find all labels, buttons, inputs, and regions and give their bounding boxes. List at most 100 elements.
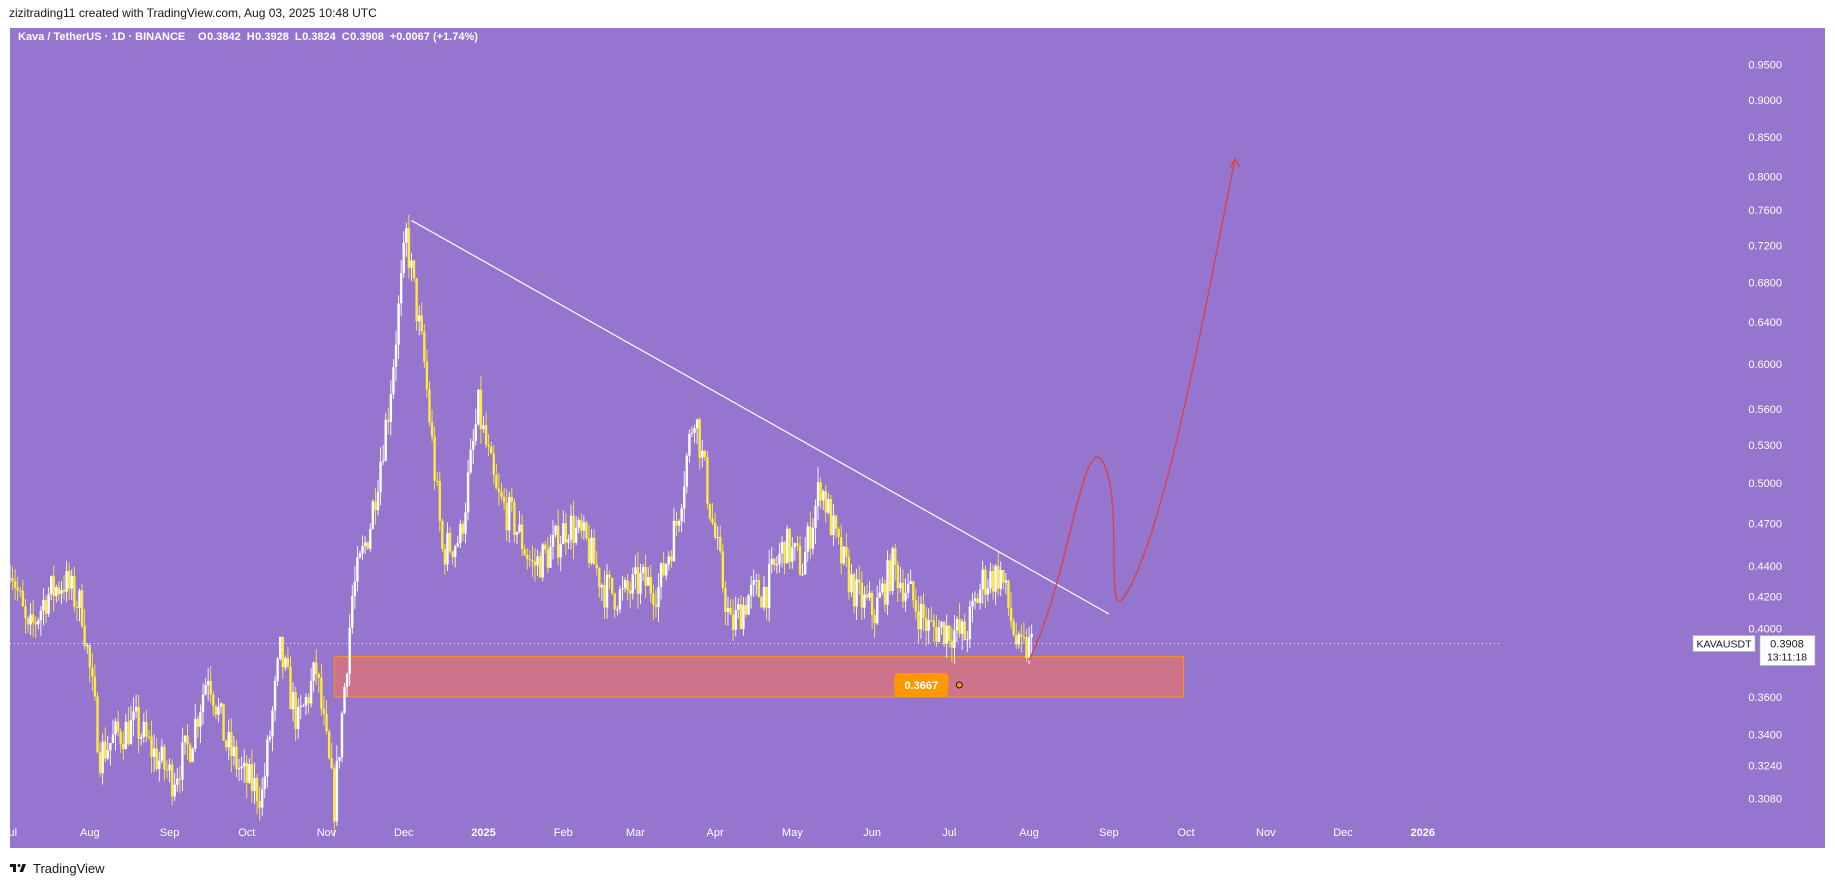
price-tick-label: 0.3600 — [1748, 692, 1782, 704]
candle — [819, 477, 822, 509]
candle — [428, 381, 431, 427]
candle — [649, 564, 652, 603]
candle-body — [508, 496, 511, 531]
time-tick-label: Sep — [160, 827, 180, 839]
candle-body — [940, 621, 943, 628]
candle-body — [441, 520, 444, 549]
candle — [737, 598, 740, 619]
candle — [721, 543, 725, 593]
time-tick-label: Apr — [707, 827, 724, 839]
candle — [580, 513, 583, 539]
legend-close-label: C — [342, 31, 350, 43]
candle — [279, 636, 282, 661]
candle-body — [152, 748, 156, 757]
candle-body — [397, 303, 400, 345]
candle-body — [500, 491, 503, 497]
candle-body — [752, 580, 755, 585]
candle — [214, 704, 218, 720]
candle — [353, 566, 357, 609]
candle — [235, 740, 238, 778]
candle-body — [443, 548, 447, 565]
candle-body — [883, 583, 887, 605]
candle-body — [34, 622, 37, 625]
time-tick-label: 2026 — [1411, 827, 1435, 839]
candle-body — [384, 419, 387, 461]
candle — [160, 738, 164, 764]
candle-body — [140, 737, 143, 739]
candle — [906, 573, 910, 599]
price-tick-label: 0.6800 — [1748, 278, 1782, 290]
candle — [538, 551, 542, 578]
candle-body — [842, 546, 845, 564]
candle-body — [780, 541, 784, 554]
candle — [26, 616, 30, 633]
candle — [564, 513, 568, 555]
candle — [417, 305, 421, 336]
candle-body — [546, 549, 550, 568]
candle — [204, 678, 207, 696]
tradingview-footer[interactable]: TradingView — [9, 859, 105, 877]
candle — [955, 616, 959, 643]
candle — [250, 749, 254, 803]
time-tick-label: Dec — [394, 827, 414, 839]
candle — [47, 587, 50, 617]
candle-body — [688, 433, 691, 456]
candle-body — [791, 546, 794, 562]
candle-body — [415, 278, 418, 322]
candle-body — [955, 619, 959, 631]
candle-body — [865, 594, 869, 598]
candle-body — [474, 424, 477, 441]
candle-body — [70, 575, 73, 589]
candle — [366, 541, 369, 550]
candle — [912, 580, 915, 609]
candle — [755, 573, 758, 596]
candle — [986, 578, 990, 602]
candle-body — [224, 740, 228, 748]
candle-body — [693, 428, 696, 433]
candle-body — [1012, 621, 1015, 636]
candle-body — [484, 425, 488, 446]
time-axis[interactable]: Jul Aug Sep Oct Nov Dec 2025 Feb Mar Apr May Jun Jul… — [10, 827, 1435, 839]
candle-body — [958, 619, 961, 634]
candle-body — [932, 620, 936, 627]
candle — [451, 550, 454, 565]
legend-high-label: H — [247, 31, 255, 43]
candle — [242, 749, 246, 783]
candle — [899, 566, 902, 593]
candle-body — [39, 610, 43, 621]
candle — [438, 471, 441, 532]
candle — [134, 694, 138, 718]
candle-body — [26, 618, 30, 625]
candle-body — [536, 556, 539, 566]
candle — [286, 646, 290, 670]
candle — [785, 525, 789, 564]
candle — [384, 412, 387, 462]
time-tick-label: Jun — [863, 827, 881, 839]
candle-body — [477, 389, 480, 425]
candle-body — [623, 580, 627, 589]
candle — [389, 380, 393, 436]
candle — [459, 519, 462, 549]
candle — [338, 756, 341, 769]
candle-body — [621, 588, 624, 590]
candle — [945, 614, 948, 658]
candle-body — [497, 488, 501, 492]
candle-body — [595, 564, 598, 569]
candle — [706, 451, 709, 510]
candle — [950, 626, 954, 662]
candle — [497, 472, 501, 506]
candle-body — [181, 742, 184, 780]
candle-body — [610, 577, 614, 594]
candle — [924, 606, 928, 647]
candle-body — [690, 432, 694, 434]
price-axis[interactable]: 0.9500 0.9000 0.8500 0.8000 0.7600 0.7200 0.68… — [1748, 60, 1782, 806]
candle-body — [917, 611, 920, 630]
candle-body — [250, 764, 254, 792]
candle — [1012, 617, 1015, 637]
candle-body — [237, 768, 241, 770]
candle — [333, 764, 336, 838]
candle-body — [742, 605, 745, 630]
candle-body — [852, 574, 856, 607]
